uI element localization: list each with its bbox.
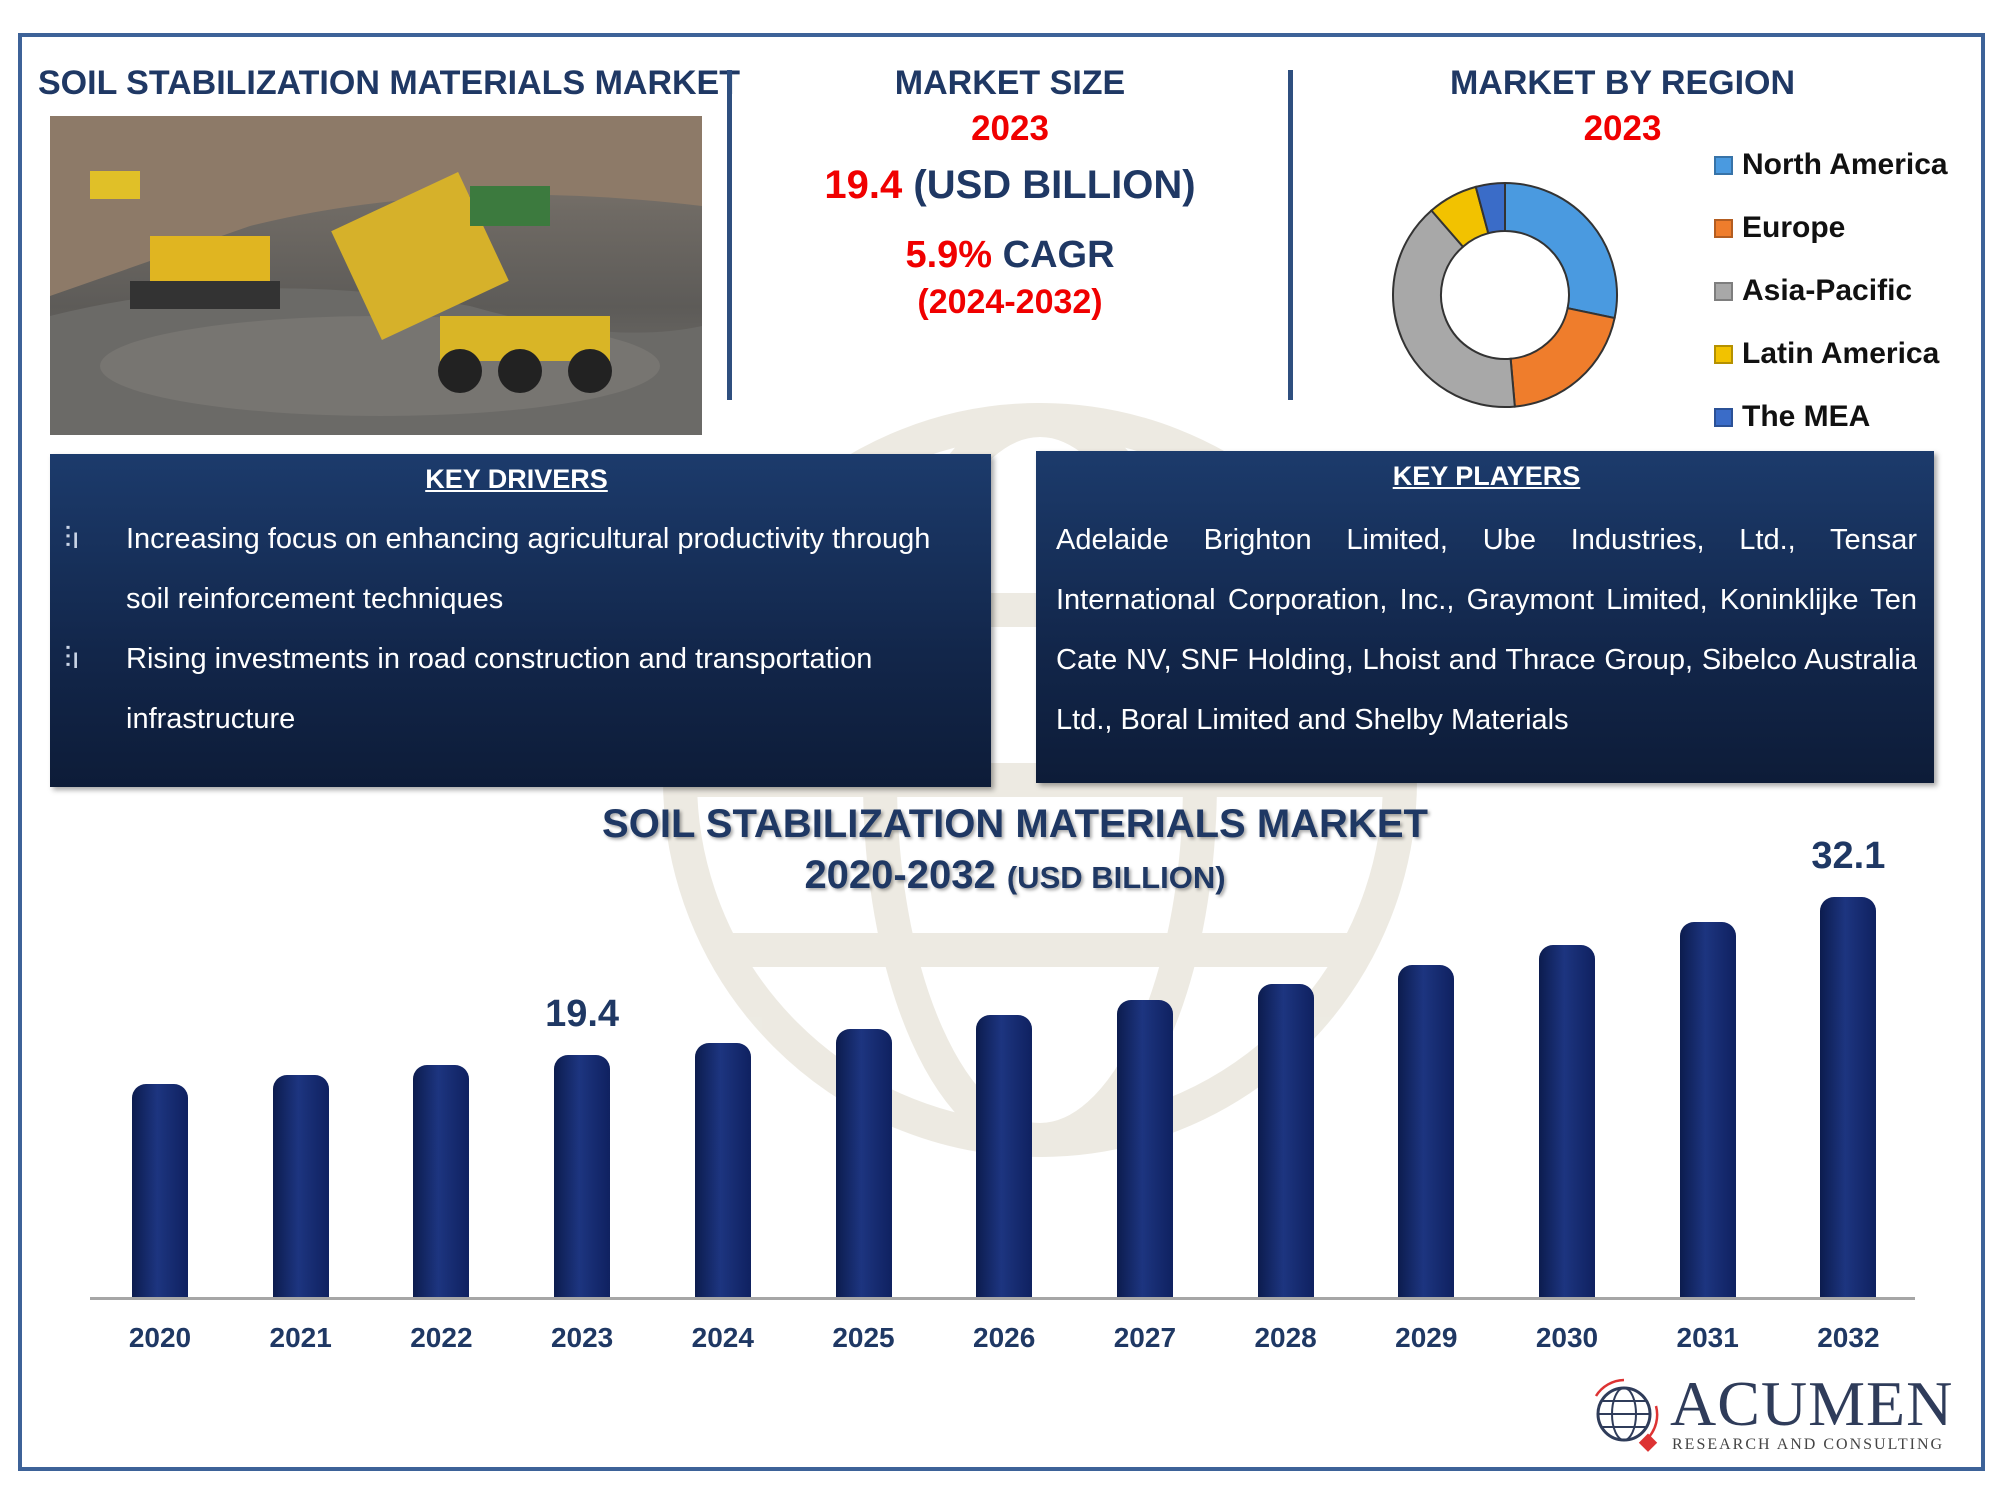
driver-item: ⫶ı Increasing focus on enhancing agricul… — [64, 509, 969, 629]
bar-2025 — [835, 1028, 892, 1297]
bar-chart-title: SOIL STABILIZATION MATERIALS MARKET — [602, 802, 1428, 846]
logo-tagline: RESEARCH AND CONSULTING — [1672, 1436, 1945, 1453]
key-players-text: Adelaide Brighton Limited, Ube Industrie… — [1056, 524, 1917, 736]
bar-chart-bullet-icon: ⫶ı — [64, 642, 80, 675]
bar-2031 — [1679, 921, 1736, 1297]
divider — [727, 70, 732, 400]
x-tick-label: 2025 — [832, 1322, 895, 1353]
x-tick-label: 2028 — [1254, 1322, 1317, 1353]
key-drivers-title: KEY DRIVERS — [425, 464, 608, 494]
acumen-logo: ACUMEN RESEARCH AND CONSULTING — [1586, 1372, 1952, 1457]
driver-text: Increasing focus on enhancing agricultur… — [126, 523, 931, 615]
bar-2030 — [1539, 945, 1595, 1297]
page-title: SOIL STABILIZATION MATERIALS MARKET — [38, 64, 740, 102]
legend-item: Europe — [1714, 211, 1845, 245]
legend-label: Europe — [1742, 211, 1846, 244]
legend-swatch-icon — [1714, 155, 1733, 175]
region-year: 2023 — [1583, 109, 1662, 148]
x-axis — [90, 1297, 1915, 1300]
donut-slice-the-mea — [1474, 181, 1506, 235]
key-drivers-panel: KEY DRIVERS ⫶ı Increasing focus on enhan… — [50, 454, 991, 787]
legend-swatch-icon — [1714, 407, 1733, 427]
donut-slice-asia-pacific — [1392, 209, 1516, 408]
x-tick-label: 2022 — [410, 1322, 473, 1353]
driver-item: ⫶ı Rising investments in road constructi… — [64, 629, 969, 749]
driver-text: Rising investments in road construction … — [126, 643, 873, 735]
x-tick-label: 2032 — [1817, 1322, 1880, 1353]
cagr-label: CAGR — [1002, 234, 1115, 276]
legend-label: Asia-Pacific — [1742, 274, 1913, 307]
x-tick-label: 2024 — [691, 1322, 754, 1353]
legend-label: North America — [1742, 148, 1948, 181]
market-size-value: 19.4 — [824, 163, 903, 207]
region-donut-chart — [1392, 181, 1618, 408]
bar-2029 — [1398, 965, 1455, 1297]
logo-name: ACUMEN — [1670, 1368, 1954, 1439]
market-size-year: 2023 — [971, 109, 1049, 148]
cagr-value: 5.9% — [905, 234, 993, 276]
bar-chart-bullet-icon: ⫶ı — [64, 522, 80, 555]
legend-item: Latin America — [1714, 337, 1939, 371]
bar-2026 — [976, 1015, 1033, 1297]
x-tick-label: 2030 — [1535, 1322, 1599, 1353]
market-size-unit: (USD BILLION) — [913, 163, 1196, 207]
bar-2027 — [1116, 1000, 1173, 1297]
bar-2022 — [413, 1065, 470, 1297]
bar-2020 — [132, 1083, 188, 1297]
subtitle-years: 2020-2032 — [804, 853, 996, 897]
divider — [1288, 70, 1293, 400]
legend-swatch-icon — [1714, 281, 1733, 301]
x-tick-label: 2027 — [1113, 1322, 1177, 1353]
market-size-label: MARKET SIZE — [894, 64, 1126, 102]
legend-swatch-icon — [1714, 218, 1733, 238]
legend-item: Asia-Pacific — [1714, 274, 1912, 308]
donut-slice-north-america — [1504, 181, 1618, 320]
legend-label: Latin America — [1742, 337, 1940, 370]
cagr-period: (2024-2032) — [917, 283, 1103, 321]
x-tick-label: 2029 — [1395, 1322, 1458, 1353]
legend-item: The MEA — [1714, 400, 1870, 434]
legend-swatch-icon — [1714, 344, 1733, 364]
x-tick-label: 2021 — [269, 1322, 332, 1353]
cagr-line: 5.9% CAGR — [740, 234, 1280, 277]
market-size-value-line: 19.4 (USD BILLION) — [740, 163, 1280, 208]
donut-slice-europe — [1509, 306, 1616, 408]
legend-item: North America — [1714, 148, 1948, 182]
x-tick-label: 2023 — [550, 1322, 614, 1353]
bar-2023 — [554, 1055, 611, 1297]
subtitle-unit: (USD BILLION) — [1006, 860, 1226, 895]
construction-site-photo — [50, 116, 702, 435]
region-label: MARKET BY REGION — [1449, 64, 1796, 102]
globe-logo-icon — [1594, 1378, 1659, 1452]
infographic-frame — [18, 33, 1985, 1471]
bar-2021 — [272, 1075, 329, 1297]
bar-chart-subtitle: 2020-2032 (USD BILLION) — [500, 853, 1530, 898]
data-label-2032: 32.1 — [1811, 834, 1886, 877]
legend-label: The MEA — [1742, 400, 1871, 433]
key-players-title: KEY PLAYERS — [1392, 461, 1581, 491]
key-players-panel: KEY PLAYERS Adelaide Brighton Limited, U… — [1036, 451, 1934, 783]
bar-2028 — [1257, 984, 1314, 1297]
x-tick-label: 2026 — [973, 1322, 1036, 1353]
bar-2024 — [694, 1042, 751, 1297]
bar-2032 — [1820, 896, 1877, 1297]
x-tick-label: 2020 — [128, 1322, 192, 1353]
data-label-2023: 19.4 — [545, 993, 620, 1036]
x-tick-label: 2031 — [1676, 1322, 1739, 1353]
